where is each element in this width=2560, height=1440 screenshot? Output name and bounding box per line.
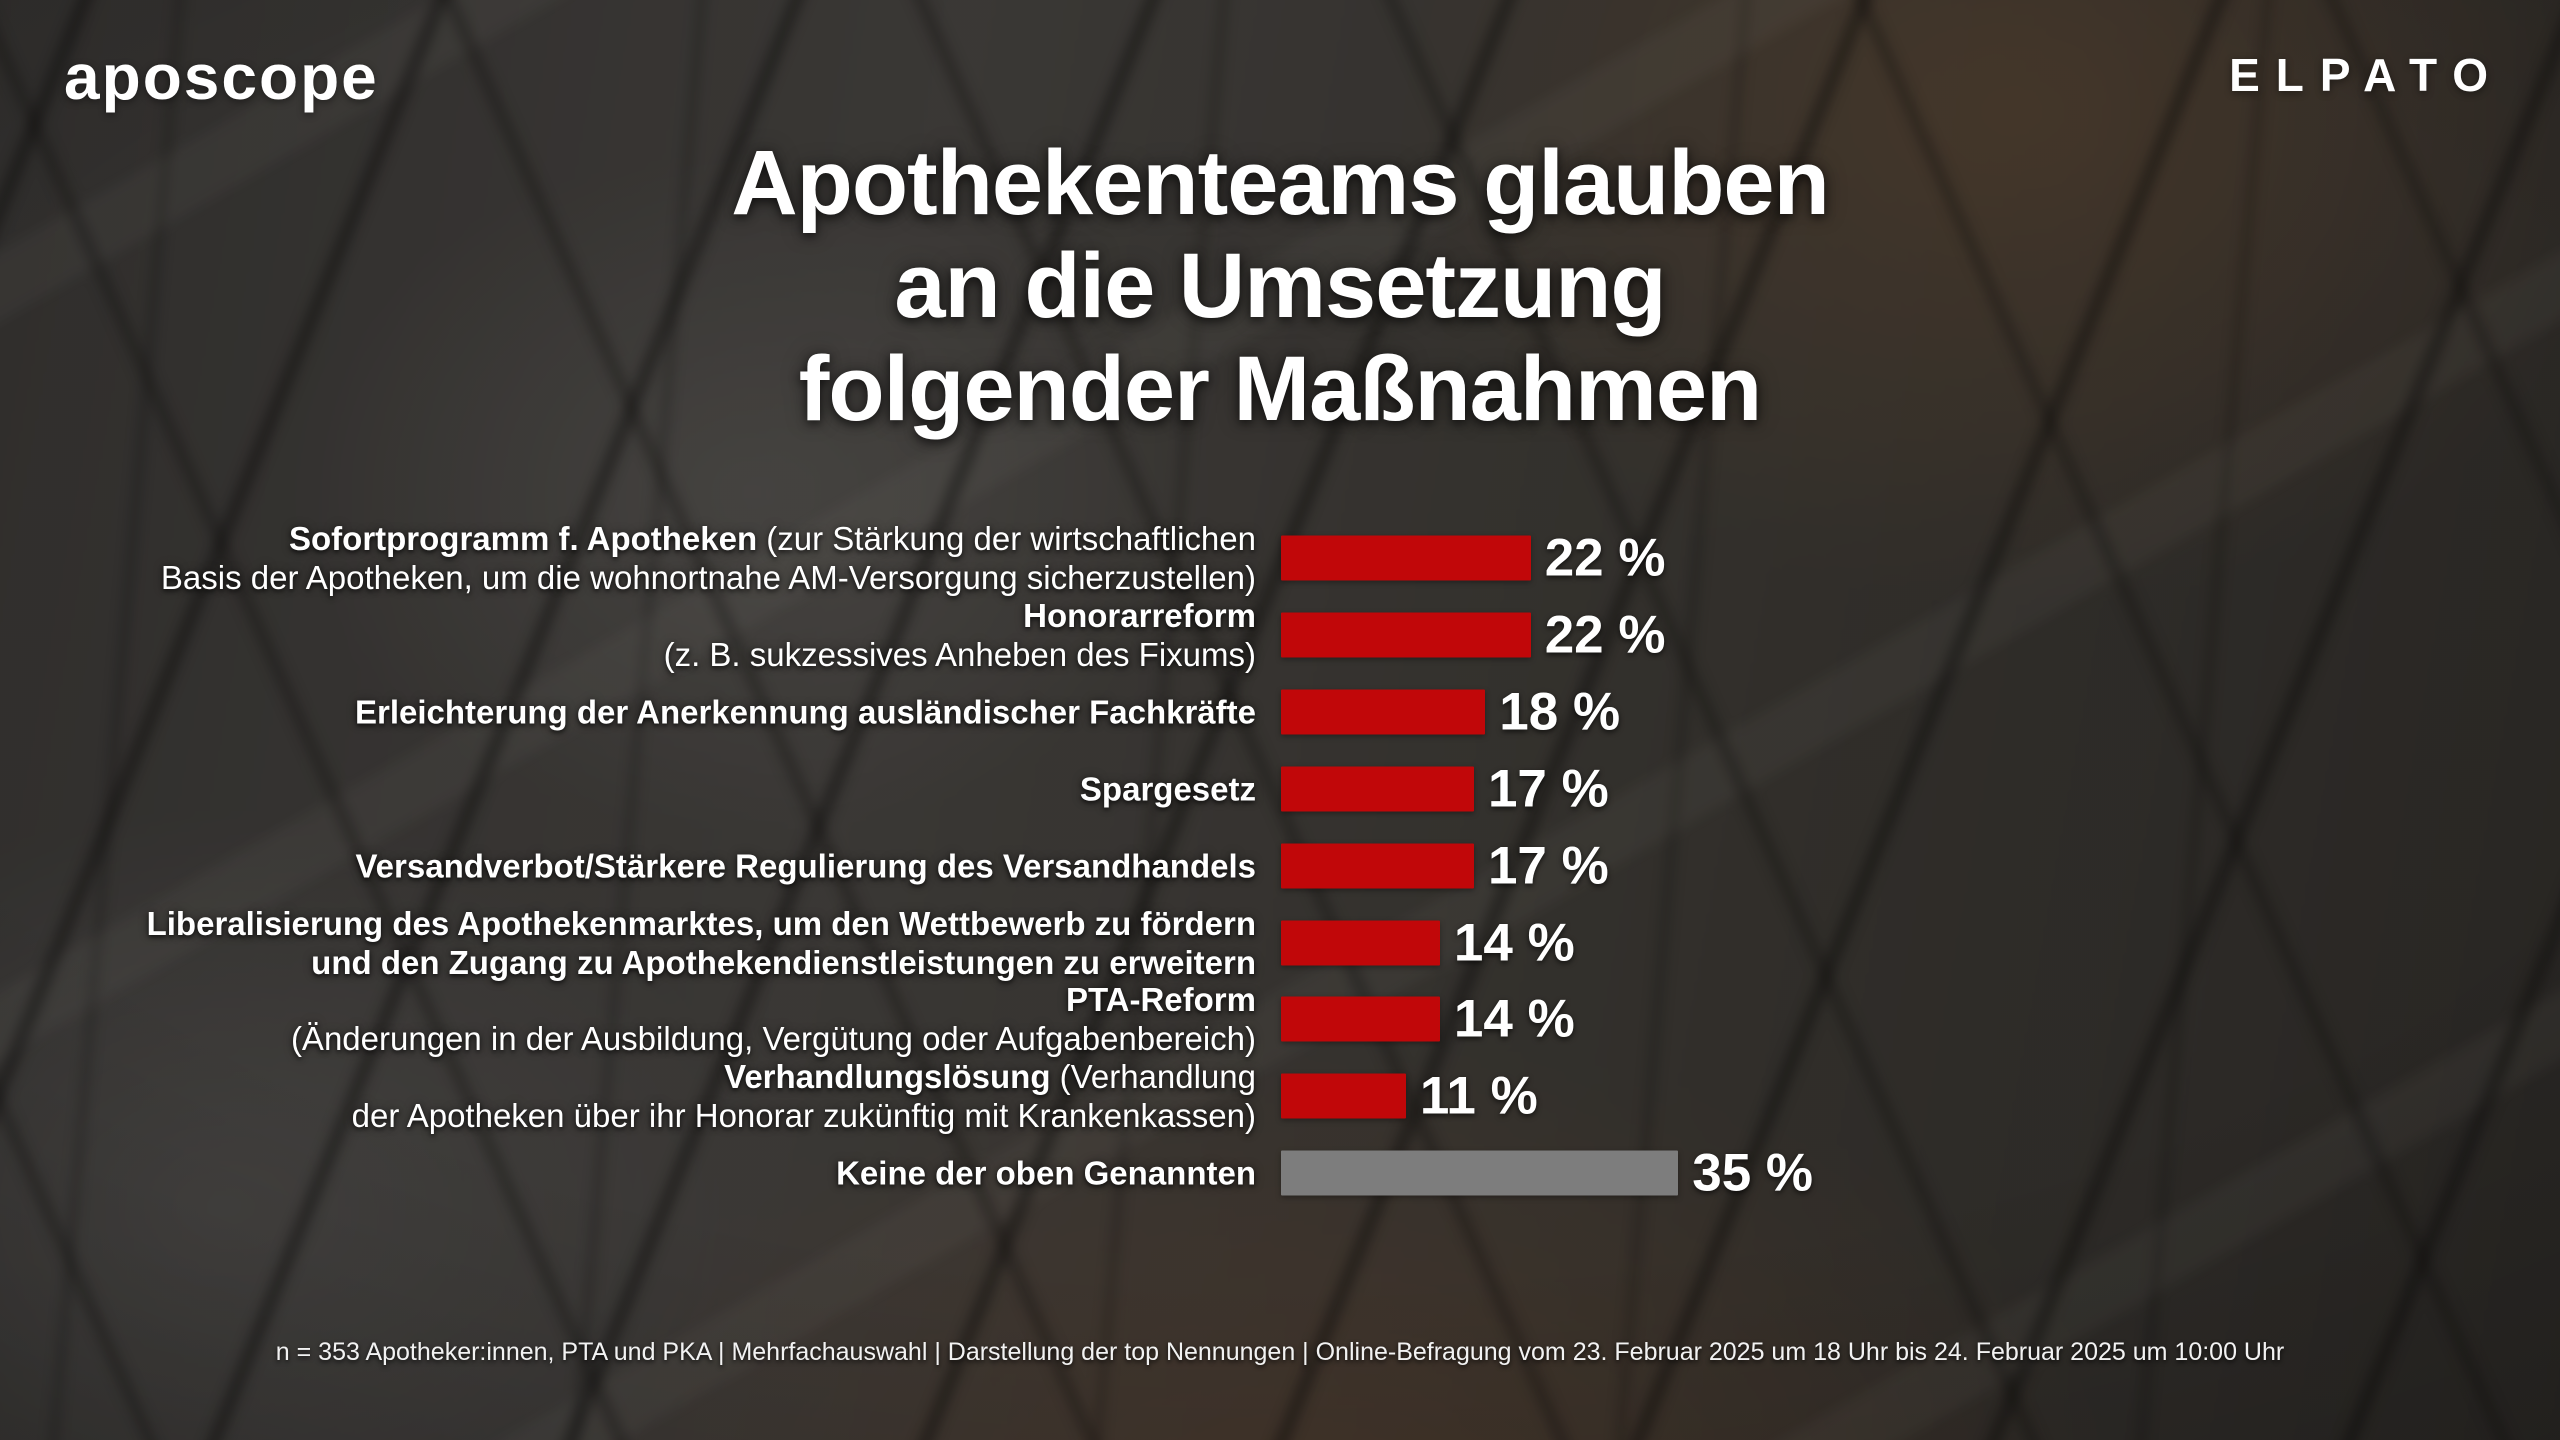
chart-row: Verhandlungslösung (Verhandlung der Apoth… xyxy=(0,1058,2560,1135)
row-label: PTA-Reform (Änderungen in der Ausbildung,… xyxy=(290,981,1256,1058)
row-label: Keine der oben Genannten xyxy=(836,1154,1256,1192)
bar xyxy=(1281,920,1440,965)
page-title-line-3: folgender Maßnahmen xyxy=(798,338,1762,440)
chart-row: Versandverbot/Stärkere Regulierung des V… xyxy=(0,827,2560,904)
page-title-line-2: an die Umsetzung xyxy=(894,235,1666,337)
bar xyxy=(1281,766,1474,812)
value-label: 14 % xyxy=(1453,989,1575,1049)
row-label: Liberalisierung des Apothekenmarktes, um… xyxy=(146,904,1256,981)
row-label: Sofortprogramm f. Apotheken (zur Stärkun… xyxy=(160,520,1256,596)
value-label: 17 % xyxy=(1487,759,1609,819)
row-label: Honorarreform (z. B. sukzessives Anheben … xyxy=(663,596,1256,673)
value-label: 35 % xyxy=(1692,1143,1814,1203)
page-title-line-1: Apothekenteams glauben xyxy=(731,132,1830,234)
value-label: 11 % xyxy=(1419,1066,1538,1126)
row-label: Spargesetz xyxy=(1079,770,1256,808)
elpato-logo: ELPATO xyxy=(2229,49,2504,101)
value-label: 22 % xyxy=(1544,605,1666,665)
value-label: 18 % xyxy=(1499,682,1621,742)
bar xyxy=(1281,689,1486,735)
bar xyxy=(1281,1073,1406,1119)
row-label: Erleichterung der Anerkennung ausländisc… xyxy=(354,693,1256,731)
chart-row: PTA-Reform (Änderungen in der Ausbildung,… xyxy=(0,981,2560,1058)
bar xyxy=(1281,843,1474,889)
footnote: n = 353 Apotheker:innen, PTA und PKA | M… xyxy=(275,1338,2285,1366)
value-label: 14 % xyxy=(1453,913,1575,972)
bar xyxy=(1281,996,1440,1042)
row-label: Versandverbot/Stärkere Regulierung des V… xyxy=(355,847,1256,885)
aposcope-logo: aposcope xyxy=(64,41,379,113)
value-label: 22 % xyxy=(1544,528,1666,588)
value-label: 17 % xyxy=(1487,836,1609,896)
row-label: Verhandlungslösung (Verhandlung der Apoth… xyxy=(351,1058,1256,1135)
chart-row: Spargesetz 17 % xyxy=(0,750,2560,827)
chart-row: Liberalisierung des Apothekenmarktes, um… xyxy=(0,904,2560,981)
chart-row: Erleichterung der Anerkennung ausländisc… xyxy=(0,673,2560,750)
bar-muted xyxy=(1281,1150,1679,1196)
chart-row: Sofortprogramm f. Apotheken (zur Stärkun… xyxy=(0,520,2560,597)
bar xyxy=(1281,612,1531,658)
bar xyxy=(1281,535,1531,581)
chart-row: Keine der oben Genannten 35 % xyxy=(0,1135,2560,1212)
page-title: Apothekenteams glauben an die Umsetzung … xyxy=(0,132,2560,441)
chart-row: Honorarreform (z. B. sukzessives Anheben … xyxy=(0,596,2560,673)
